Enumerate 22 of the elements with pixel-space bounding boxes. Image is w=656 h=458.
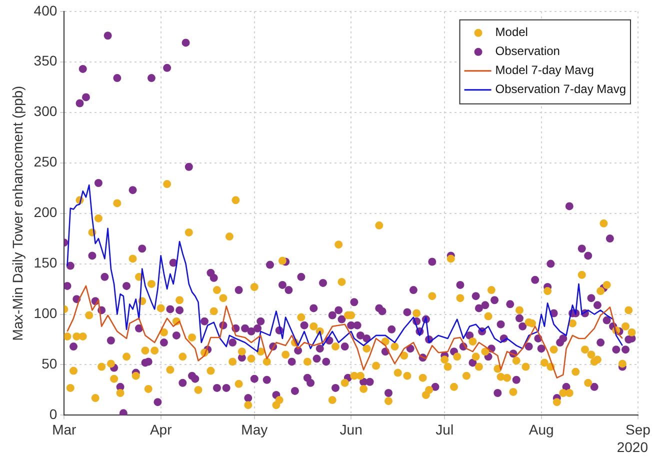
y-tick-label: 100 (34, 305, 58, 322)
y-tick-label: 250 (34, 154, 58, 170)
x-tick-label: Aug (528, 421, 554, 438)
x-tick-label: May (241, 421, 268, 438)
y-tick-label: 400 (34, 2, 58, 18)
legend-label: Model 7-day Mavg (495, 63, 594, 78)
y-tick-label: 150 (34, 254, 58, 271)
text: 2020 (616, 439, 648, 456)
legend-label: Model (495, 25, 528, 40)
y-tick-label: 300 (34, 103, 58, 120)
x-tick-label: Jun (340, 421, 362, 438)
x-tick-label: Sep (626, 421, 651, 438)
y-tick-label: 350 (34, 52, 58, 69)
x-tick-label: Apr (150, 421, 172, 438)
y-tick-label: 200 (34, 204, 58, 220)
y-tick-label: 0 (49, 406, 58, 422)
legend-label: Observation 7-day Mavg (495, 82, 626, 96)
y-tick-label: 50 (42, 356, 58, 372)
legend-label: Observation (495, 44, 560, 58)
x-tick-label: Jul (436, 421, 454, 438)
y-axis-title: Max-Min Daily Tower enhancement (ppb) (9, 86, 26, 341)
x-tick-label: Mar (52, 421, 77, 438)
